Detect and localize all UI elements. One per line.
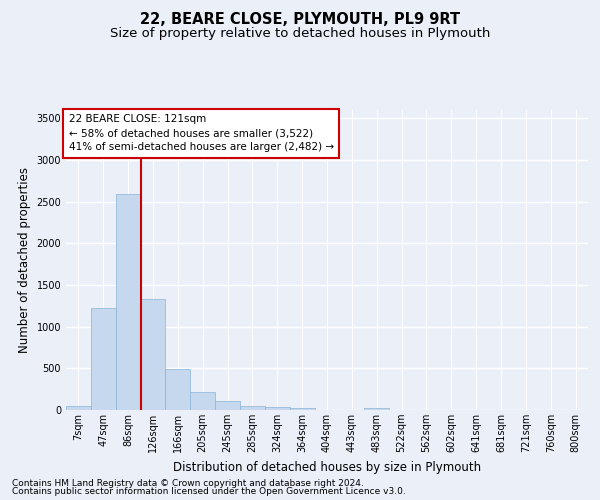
X-axis label: Distribution of detached houses by size in Plymouth: Distribution of detached houses by size … [173, 460, 481, 473]
Bar [66, 406, 91, 410]
Bar [166, 369, 190, 410]
Text: Contains HM Land Registry data © Crown copyright and database right 2024.: Contains HM Land Registry data © Crown c… [12, 478, 364, 488]
Bar [116, 194, 140, 410]
Bar [190, 392, 215, 410]
Text: Size of property relative to detached houses in Plymouth: Size of property relative to detached ho… [110, 28, 490, 40]
Bar [364, 408, 389, 410]
Bar [290, 408, 314, 410]
Bar [265, 406, 290, 410]
Text: 22 BEARE CLOSE: 121sqm
← 58% of detached houses are smaller (3,522)
41% of semi-: 22 BEARE CLOSE: 121sqm ← 58% of detached… [68, 114, 334, 152]
Text: Contains public sector information licensed under the Open Government Licence v3: Contains public sector information licen… [12, 487, 406, 496]
Bar [91, 308, 116, 410]
Text: 22, BEARE CLOSE, PLYMOUTH, PL9 9RT: 22, BEARE CLOSE, PLYMOUTH, PL9 9RT [140, 12, 460, 28]
Bar [240, 406, 265, 410]
Bar [215, 401, 240, 410]
Y-axis label: Number of detached properties: Number of detached properties [18, 167, 31, 353]
Bar [140, 299, 166, 410]
